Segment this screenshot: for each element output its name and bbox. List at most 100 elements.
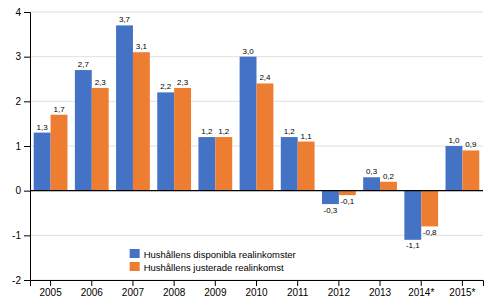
tick: 2005: [39, 280, 62, 298]
tick-mark: [297, 280, 298, 286]
data-label: 1,0: [448, 136, 460, 145]
bar-series: [34, 25, 463, 239]
tick-mark: [24, 57, 30, 58]
legend-label: Hushållens disponibla realinkomster: [144, 249, 296, 260]
tick: 2: [15, 96, 30, 107]
tick-mark: [215, 280, 216, 286]
data-labels: 1,32,73,72,21,23,01,2-0,30,3-1,11,01,72,…: [37, 15, 477, 250]
bar-series: [51, 52, 480, 226]
data-label: -0,1: [340, 197, 354, 206]
data-label: 0,2: [383, 172, 395, 181]
data-label: 2,3: [95, 78, 107, 87]
tick-label: 2010: [245, 287, 268, 298]
tick: 2015*: [449, 280, 475, 298]
tick-mark: [256, 280, 257, 286]
tick-label: 1: [15, 141, 21, 152]
tick-label: -1: [12, 230, 21, 241]
tick-mark: [24, 191, 30, 192]
legend-item: Hushållens justerade realinkomst: [130, 262, 284, 273]
tick-label: 2014*: [408, 287, 434, 298]
data-label: -1,1: [406, 241, 420, 250]
legend-swatch: [130, 262, 140, 271]
tick-label: 2005: [39, 287, 62, 298]
grid-line: [30, 12, 483, 13]
data-label: 1,2: [201, 127, 213, 136]
legend-label: Hushållens justerade realinkomst: [144, 262, 284, 273]
tick-mark: [462, 280, 463, 286]
tick-mark: [174, 280, 175, 286]
bar: [339, 191, 356, 195]
data-label: 1,1: [301, 132, 313, 141]
bar: [446, 146, 463, 191]
data-label: 1,7: [53, 105, 65, 114]
tick: 2014*: [408, 280, 434, 298]
tick-mark: [421, 280, 422, 286]
tick-mark: [24, 280, 30, 281]
bar: [198, 137, 215, 191]
data-label: 0,3: [366, 167, 378, 176]
x-axis: 2005 2006 2007 2008 2009 2010 2011 2012 2013 2014…: [31, 280, 484, 298]
legend-item: Hushållens disponibla realinkomster: [130, 249, 296, 260]
tick: 2011: [287, 280, 309, 298]
tick: 2008: [163, 280, 186, 298]
tick-label: 2007: [122, 287, 145, 298]
data-label: 2,2: [160, 82, 172, 91]
tick-label: -2: [12, 275, 21, 286]
data-label: 3,0: [242, 47, 254, 56]
tick-label: 0: [15, 185, 21, 196]
tick-label: 2006: [81, 287, 104, 298]
data-label: 1,2: [284, 127, 296, 136]
tick-label: 4: [15, 7, 21, 18]
tick: 2007: [122, 280, 145, 298]
bar: [51, 115, 68, 191]
legend-swatch: [130, 249, 140, 258]
tick: 3: [15, 51, 30, 62]
tick: 2013: [369, 280, 392, 298]
grid: [30, 12, 483, 280]
tick-label: 2015*: [449, 287, 475, 298]
tick-mark: [91, 280, 92, 286]
tick-mark: [24, 146, 30, 147]
tick: 1: [15, 141, 30, 152]
tick: -2: [12, 275, 30, 286]
tick-mark: [380, 280, 381, 286]
data-label: 2,3: [177, 78, 189, 87]
tick-label: 2: [15, 96, 21, 107]
bar: [380, 182, 397, 191]
tick-mark: [132, 280, 133, 286]
bar: [462, 150, 479, 190]
y-axis: -2 -1 0 1 2 3 4: [12, 7, 30, 286]
data-label: -0,3: [324, 206, 338, 215]
tick-label: 2012: [328, 287, 351, 298]
tick: 2006: [81, 280, 104, 298]
data-label: 2,4: [259, 73, 271, 82]
bar: [281, 137, 298, 191]
bar: [421, 191, 438, 227]
bar: [116, 25, 133, 190]
tick: 2012: [328, 280, 351, 298]
data-label: -0,8: [423, 228, 437, 237]
tick-label: 2008: [163, 287, 186, 298]
grid-line: [30, 190, 483, 191]
bar: [215, 137, 232, 191]
data-label: 2,7: [78, 60, 90, 69]
bar: [322, 191, 339, 204]
tick-mark: [24, 12, 30, 13]
tick: 2010: [245, 280, 268, 298]
bar: [240, 57, 257, 191]
tick: 0: [15, 185, 30, 196]
tick: 2009: [204, 280, 227, 298]
data-label: 3,7: [119, 15, 131, 24]
bar: [298, 142, 315, 191]
bar: [157, 92, 174, 190]
data-label: 3,1: [136, 42, 148, 51]
bars: [34, 25, 480, 239]
tick-mark: [50, 280, 51, 286]
tick-mark: [24, 101, 30, 102]
bar: [92, 88, 109, 191]
bar: [75, 70, 92, 191]
bar: [363, 177, 380, 190]
zero-line: [30, 190, 483, 191]
bar: [133, 52, 150, 190]
bar: [404, 191, 421, 240]
